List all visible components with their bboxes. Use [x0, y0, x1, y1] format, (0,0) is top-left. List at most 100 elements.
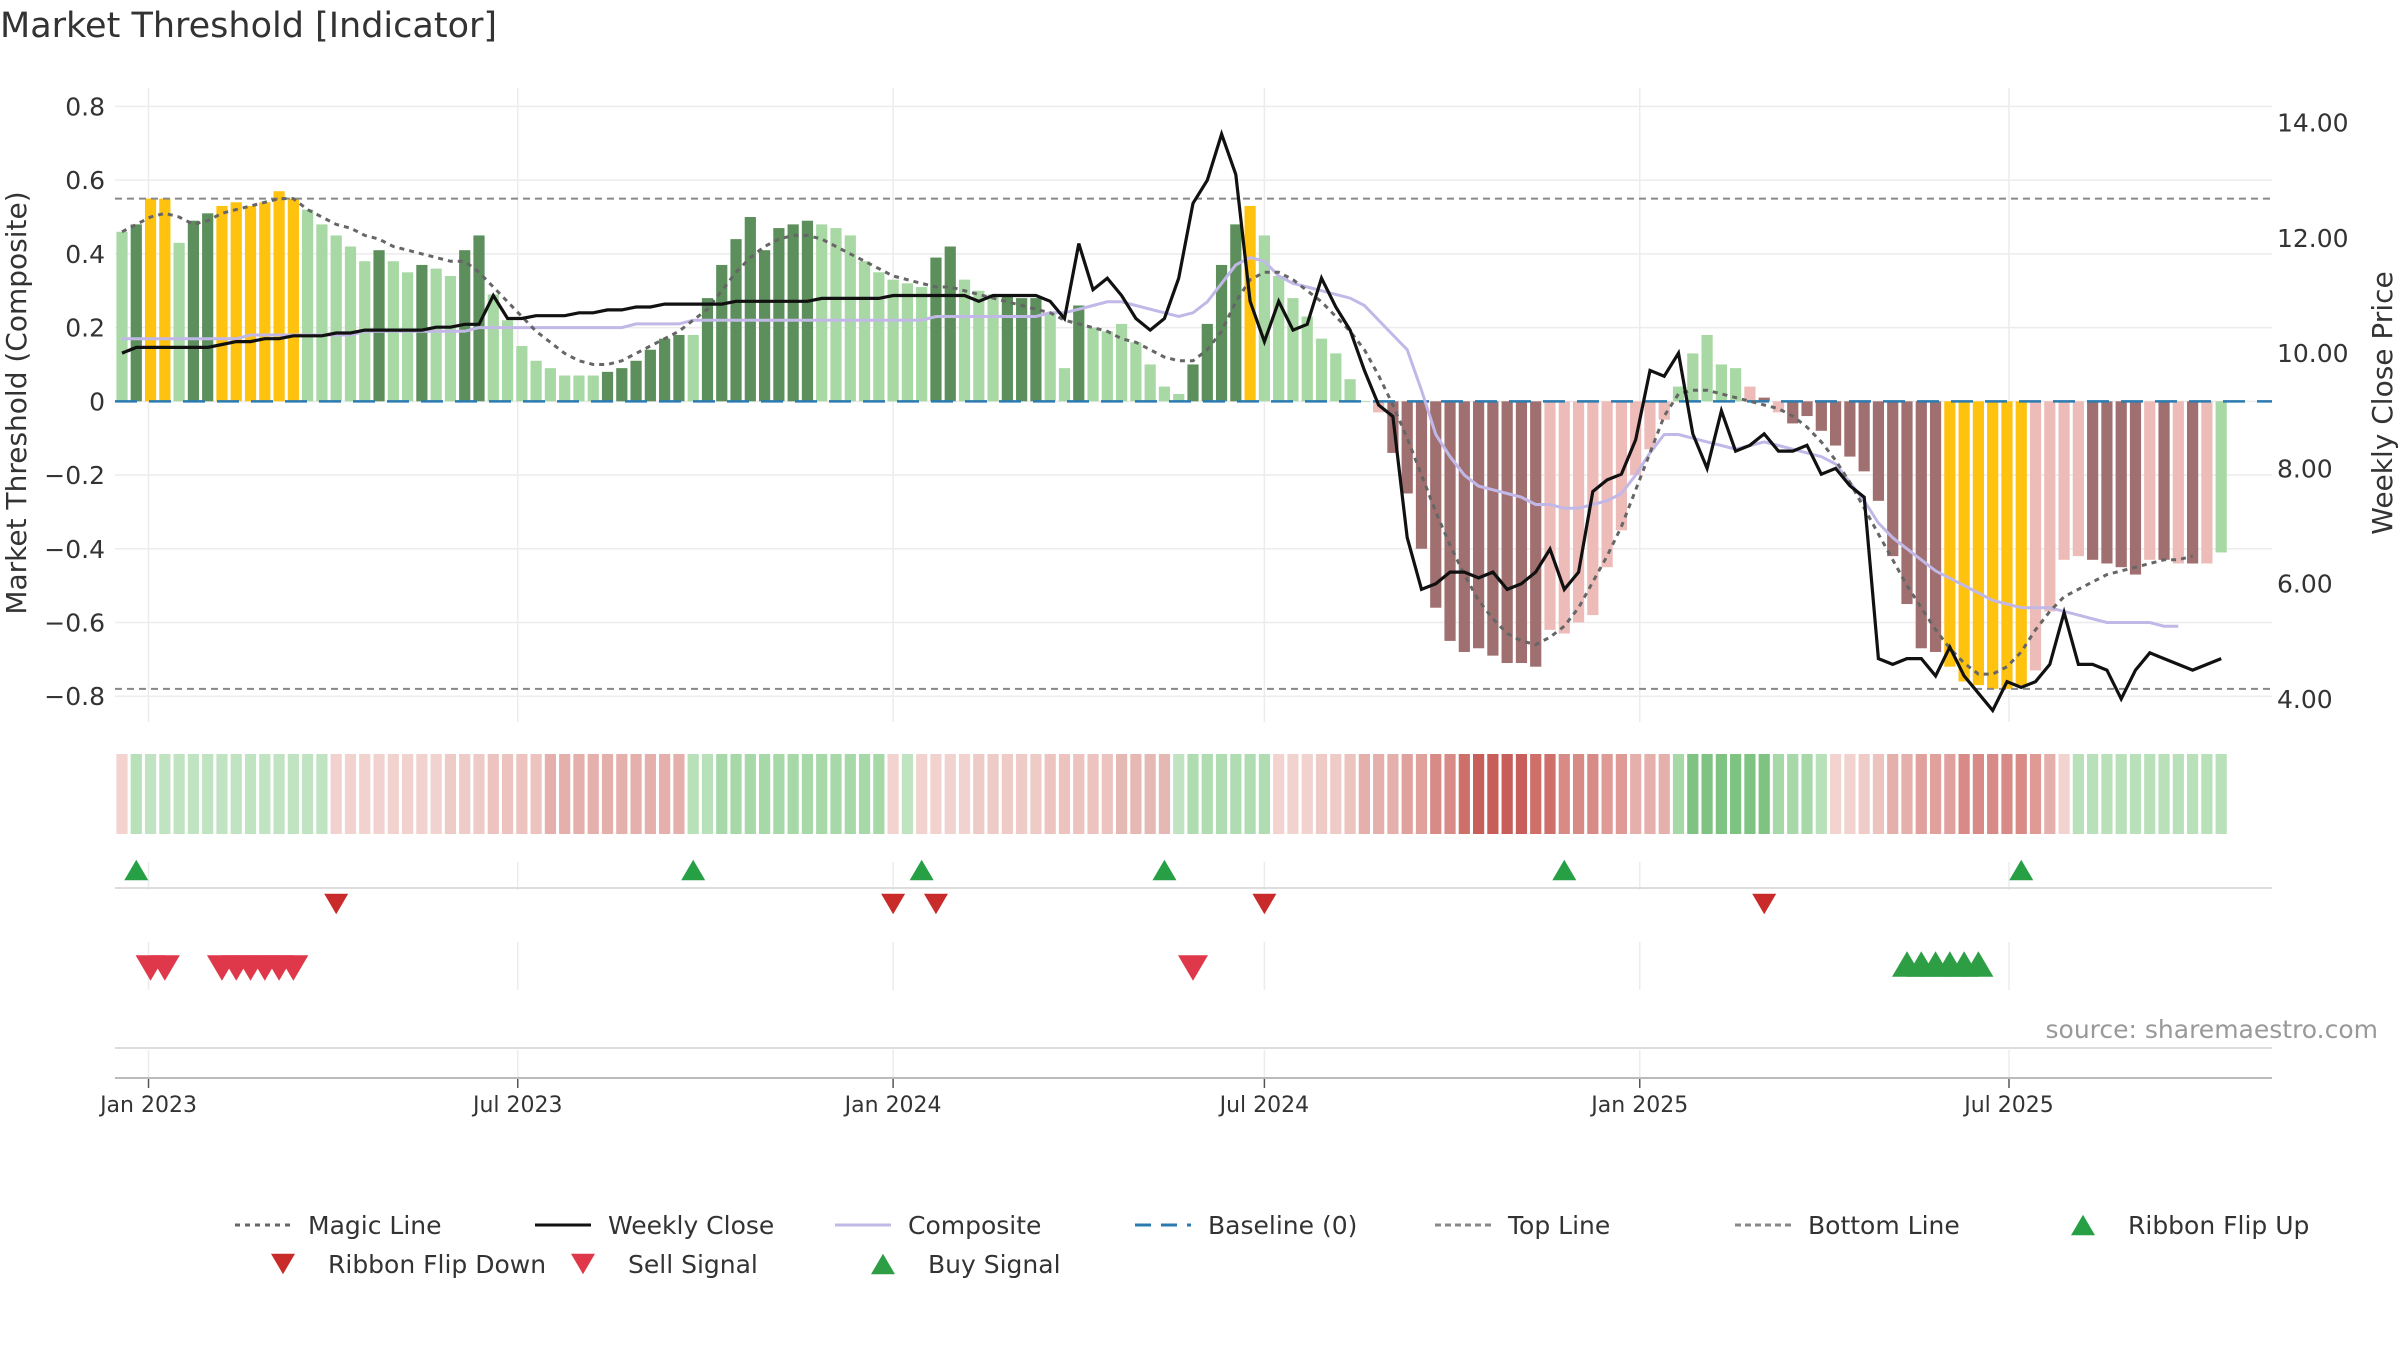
ribbon-cell-33	[587, 754, 599, 834]
legend-swatch-6	[2071, 1214, 2095, 1236]
ribbon-cell-10	[259, 754, 271, 834]
ribbon-strip	[116, 754, 2227, 834]
legend-item-3: Baseline (0)	[1135, 1211, 1357, 1240]
bar-131	[1987, 401, 1999, 689]
ribbon-cell-1	[130, 754, 142, 834]
bar-97	[1501, 401, 1513, 664]
ribbon-cell-137	[2072, 754, 2084, 834]
bar-60	[973, 290, 985, 402]
ribbon-cell-113	[1730, 754, 1742, 834]
bar-13	[302, 209, 314, 402]
bar-139	[2101, 401, 2113, 564]
ribbon-cell-119	[1815, 754, 1827, 834]
bar-144	[2172, 401, 2184, 564]
ribbon-cell-85	[1330, 754, 1342, 834]
ribbon-cell-65	[1044, 754, 1056, 834]
ribbon-cell-74	[1173, 754, 1185, 834]
ribbon-cell-84	[1315, 754, 1328, 834]
bar-20	[402, 272, 414, 402]
ribbon-cell-147	[2215, 754, 2227, 834]
bar-6	[202, 213, 214, 402]
ribbon-cell-25	[473, 754, 485, 834]
ribbon-cell-35	[616, 754, 628, 834]
bar-143	[2158, 401, 2170, 560]
bar-140	[2115, 401, 2127, 568]
ribbon-cell-61	[987, 754, 999, 834]
ribbon-cell-42	[716, 754, 728, 834]
ribbon-cell-68	[1087, 754, 1099, 834]
bar-99	[1530, 401, 1542, 667]
bar-71	[1130, 342, 1142, 402]
ribbon-cell-43	[730, 754, 742, 834]
ribbon-cell-125	[1901, 754, 1913, 834]
bar-40	[687, 334, 699, 402]
bar-64	[1030, 298, 1042, 402]
bar-85	[1330, 353, 1342, 402]
legend-label-9: Buy Signal	[928, 1250, 1061, 1279]
bar-46	[773, 228, 785, 402]
ribbon-cell-90	[1401, 754, 1413, 834]
ribbon-cell-13	[302, 754, 314, 834]
bar-114	[1744, 386, 1756, 402]
x-tick-label-0: Jan 2023	[98, 1093, 197, 1118]
ribbon-cell-141	[2129, 754, 2142, 834]
bar-33	[587, 375, 599, 402]
ribbon-cell-14	[316, 754, 328, 834]
bar-145	[2187, 401, 2199, 564]
bar-68	[1087, 327, 1099, 402]
bar-83	[1301, 316, 1313, 402]
ribbon-cell-48	[801, 754, 814, 834]
bar-38	[659, 338, 671, 402]
bar-94	[1458, 401, 1470, 652]
bar-37	[644, 349, 656, 402]
ribbon-cell-24	[459, 754, 471, 834]
ribbon-cell-54	[887, 754, 899, 834]
ribbon-cell-120	[1830, 754, 1842, 834]
y-tick-right-3: 8.00	[2277, 454, 2333, 483]
ribbon-cell-28	[516, 754, 528, 834]
bar-47	[787, 224, 799, 402]
bar-54	[887, 279, 899, 402]
ribbon-cell-2	[144, 754, 157, 834]
ribbon-cell-78	[1230, 754, 1242, 834]
ribbon-flip-down-1	[881, 893, 906, 915]
ribbon-cell-45	[759, 754, 771, 834]
bar-134	[2029, 401, 2042, 671]
bar-56	[916, 287, 928, 402]
bar-118	[1801, 401, 1813, 417]
ribbon-cell-47	[787, 754, 799, 834]
ribbon-flip-down-0	[324, 893, 349, 915]
ribbon-cell-37	[644, 754, 656, 834]
ribbon-cell-41	[701, 754, 714, 834]
ribbon-cell-112	[1715, 754, 1727, 834]
bar-63	[1016, 298, 1028, 402]
bar-11	[273, 191, 285, 402]
bar-90	[1401, 401, 1413, 494]
bar-127	[1929, 401, 1942, 652]
ribbon-cell-128	[1944, 754, 1956, 834]
bar-15	[330, 235, 342, 402]
ribbon-cell-88	[1373, 754, 1385, 834]
bar-117	[1787, 401, 1799, 424]
x-tick-label-5: Jul 2025	[1962, 1093, 2054, 1118]
bar-95	[1473, 401, 1485, 649]
bar-42	[716, 264, 728, 402]
bar-61	[987, 294, 999, 402]
y-tick-right-2: 10.00	[2277, 339, 2349, 368]
ribbon-cell-3	[159, 754, 171, 834]
ribbon-flip-down-3	[1252, 893, 1277, 915]
sell-signal-7	[278, 955, 309, 981]
ribbon-cell-109	[1672, 754, 1685, 834]
ribbon-cell-97	[1501, 754, 1513, 834]
ribbon-cell-117	[1787, 754, 1799, 834]
bar-44	[744, 217, 756, 402]
bar-23	[444, 275, 457, 402]
y-tick-left-4: 0	[89, 387, 105, 416]
ribbon-cell-53	[873, 754, 885, 834]
ribbon-flip-up-4	[1552, 859, 1577, 881]
ribbon-cell-81	[1273, 754, 1285, 834]
ribbon-cell-8	[230, 754, 242, 834]
bar-67	[1073, 305, 1085, 402]
bar-81	[1273, 275, 1285, 402]
